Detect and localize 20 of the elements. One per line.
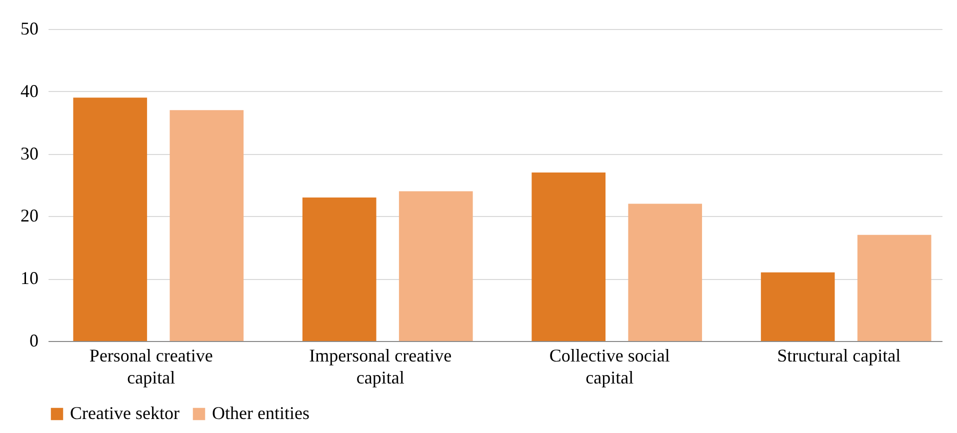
bar <box>398 191 473 341</box>
bar <box>73 98 148 341</box>
x-tick-label: Impersonal creative capital <box>309 346 452 388</box>
bar <box>532 172 606 341</box>
bar <box>857 234 932 341</box>
legend-label: Other entities <box>212 403 310 423</box>
bar <box>302 197 376 341</box>
y-tick-label: 0 <box>30 330 38 350</box>
legend-label: Creative sektor <box>70 403 180 423</box>
y-tick-label: 20 <box>20 206 38 226</box>
y-tick-label: 40 <box>20 80 38 101</box>
bar <box>760 272 835 341</box>
x-tick-label: Structural capital <box>777 346 901 366</box>
y-tick-label: 10 <box>20 268 38 288</box>
bar <box>628 204 702 341</box>
x-tick-label: Personal creative capital <box>89 346 213 388</box>
y-tick-label: 50 <box>20 18 38 38</box>
x-tick-label: Collective social capital <box>549 346 670 388</box>
bar <box>170 110 244 341</box>
y-tick-label: 30 <box>20 143 38 164</box>
